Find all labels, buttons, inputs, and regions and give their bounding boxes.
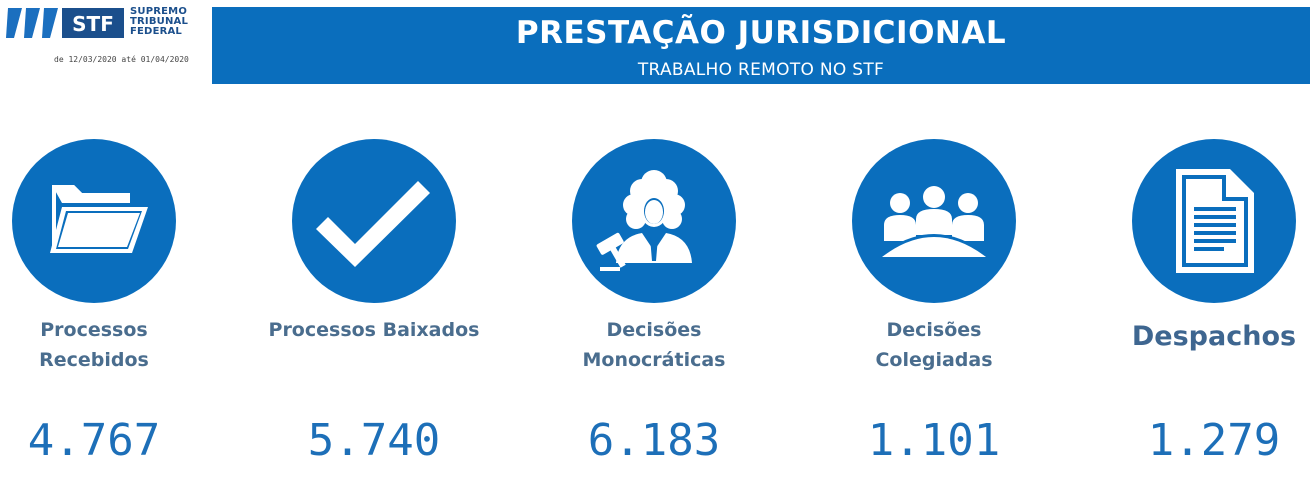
stat-value: 1.101: [867, 415, 1001, 466]
checkmark-icon: [316, 181, 430, 267]
stat-processos-recebidos: Processos Recebidos 4.767: [0, 139, 224, 480]
page-title: PRESTAÇÃO JURISDICIONAL: [515, 15, 1007, 51]
group-meeting-icon: [878, 186, 990, 257]
stat-label: Processos Baixados: [244, 315, 504, 345]
stat-label: Processos Recebidos: [0, 315, 224, 375]
stat-icon-circle: [292, 139, 456, 303]
header-banner: PRESTAÇÃO JURISDICIONAL TRABALHO REMOTO …: [212, 7, 1310, 84]
stat-icon-circle: [12, 139, 176, 303]
stat-value: 1.279: [1147, 415, 1281, 466]
stat-label: Despachos: [1084, 322, 1310, 352]
stat-label: Decisões Monocráticas: [524, 315, 784, 375]
logo-abbr: STF: [72, 12, 114, 36]
stat-label-line-2: Recebidos: [39, 349, 149, 371]
logo-line-2: TRIBUNAL: [130, 16, 189, 27]
judge-gavel-icon: [596, 170, 692, 271]
page-subtitle: TRABALHO REMOTO NO STF: [637, 60, 885, 80]
stat-icon-circle: [852, 139, 1016, 303]
stat-label-line-2: Colegiadas: [875, 349, 993, 371]
stat-label-line-1: Decisões: [886, 319, 982, 341]
stat-value: 5.740: [307, 415, 441, 466]
stat-icon-circle: [1132, 139, 1296, 303]
stat-icon-circle: [572, 139, 736, 303]
stat-label-line-1: Despachos: [1131, 321, 1297, 352]
stat-label-line-1: Processos Baixados: [268, 319, 480, 341]
document-icon: [1176, 169, 1254, 273]
logo-line-3: FEDERAL: [130, 26, 183, 37]
stf-logo-mark-icon: STF: [6, 8, 124, 38]
stat-decisoes-monocraticas: Decisões Monocráticas 6.183: [524, 139, 784, 480]
stat-value: 4.767: [27, 415, 161, 466]
date-range: de 12/03/2020 até 01/04/2020: [54, 55, 189, 64]
logo-line-1: SUPREMO: [130, 6, 188, 17]
stat-decisoes-colegiadas: Decisões Colegiadas 1.101: [804, 139, 1064, 480]
logo-wordmark: SUPREMO TRIBUNAL FEDERAL: [130, 7, 188, 37]
stat-label-line-1: Processos: [40, 319, 148, 341]
stat-label-line-2: Monocráticas: [582, 349, 726, 371]
stat-label: Decisões Colegiadas: [804, 315, 1064, 375]
stf-logo: STF SUPREMO TRIBUNAL FEDERAL: [6, 6, 206, 42]
folder-icon: [50, 185, 148, 253]
stat-processos-baixados: Processos Baixados 5.740: [244, 139, 504, 480]
stat-value: 6.183: [587, 415, 721, 466]
stat-label-line-1: Decisões: [606, 319, 702, 341]
stat-despachos: Despachos 1.279: [1084, 139, 1310, 480]
